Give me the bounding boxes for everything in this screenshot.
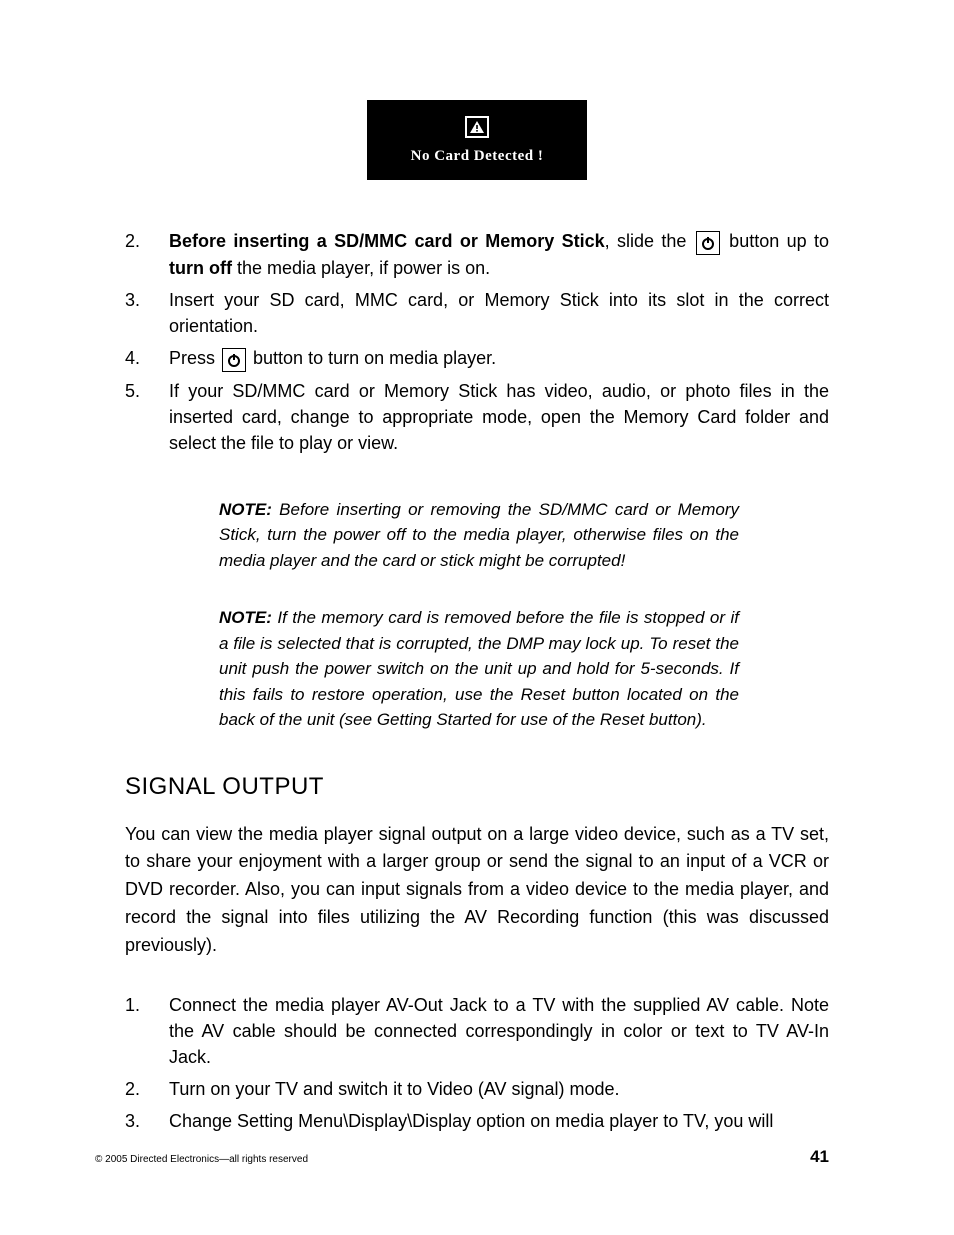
notes-block: NOTE: Before inserting or removing the S… xyxy=(219,497,739,733)
step-number: 1. xyxy=(125,992,169,1018)
note-text: If the memory card is removed before the… xyxy=(219,608,739,729)
step-b1: 1. Connect the media player AV-Out Jack … xyxy=(125,992,829,1070)
note-1: NOTE: Before inserting or removing the S… xyxy=(219,497,739,574)
step-body: Insert your SD card, MMC card, or Memory… xyxy=(169,287,829,339)
no-card-alert: No Card Detected ! xyxy=(367,100,587,180)
step-2: 2. Before inserting a SD/MMC card or Mem… xyxy=(125,228,829,281)
note-2: NOTE: If the memory card is removed befo… xyxy=(219,605,739,733)
section-heading: SIGNAL OUTPUT xyxy=(125,773,829,801)
step-b3: 3. Change Setting Menu\Display\Display o… xyxy=(125,1108,829,1134)
step-body: Before inserting a SD/MMC card or Memory… xyxy=(169,228,829,281)
alert-message: No Card Detected ! xyxy=(411,148,544,165)
step-body: If your SD/MMC card or Memory Stick has … xyxy=(169,378,829,456)
step-number: 2. xyxy=(125,228,169,254)
step-4: 4. Press button to turn on media player. xyxy=(125,345,829,372)
step-body: Press button to turn on media player. xyxy=(169,345,829,372)
note-text: Before inserting or removing the SD/MMC … xyxy=(219,500,739,570)
warning-icon xyxy=(465,116,489,138)
step-number: 3. xyxy=(125,287,169,313)
power-icon xyxy=(222,348,246,372)
page-footer: © 2005 Directed Electronics—all rights r… xyxy=(0,1147,954,1167)
step-b2: 2. Turn on your TV and switch it to Vide… xyxy=(125,1076,829,1102)
step-number: 5. xyxy=(125,378,169,404)
step-number: 2. xyxy=(125,1076,169,1102)
instruction-list-bottom: 1. Connect the media player AV-Out Jack … xyxy=(125,992,829,1134)
section-intro: You can view the media player signal out… xyxy=(125,821,829,960)
power-icon xyxy=(696,231,720,255)
step-number: 4. xyxy=(125,345,169,371)
step-body: Change Setting Menu\Display\Display opti… xyxy=(169,1108,829,1134)
page-number: 41 xyxy=(810,1147,829,1167)
step-number: 3. xyxy=(125,1108,169,1134)
step-body: Turn on your TV and switch it to Video (… xyxy=(169,1076,829,1102)
note-label: NOTE: xyxy=(219,500,272,519)
note-label: NOTE: xyxy=(219,608,272,627)
copyright-text: © 2005 Directed Electronics—all rights r… xyxy=(95,1154,308,1165)
step-3: 3. Insert your SD card, MMC card, or Mem… xyxy=(125,287,829,339)
step-body: Connect the media player AV-Out Jack to … xyxy=(169,992,829,1070)
instruction-list-top: 2. Before inserting a SD/MMC card or Mem… xyxy=(125,228,829,457)
step-5: 5. If your SD/MMC card or Memory Stick h… xyxy=(125,378,829,456)
